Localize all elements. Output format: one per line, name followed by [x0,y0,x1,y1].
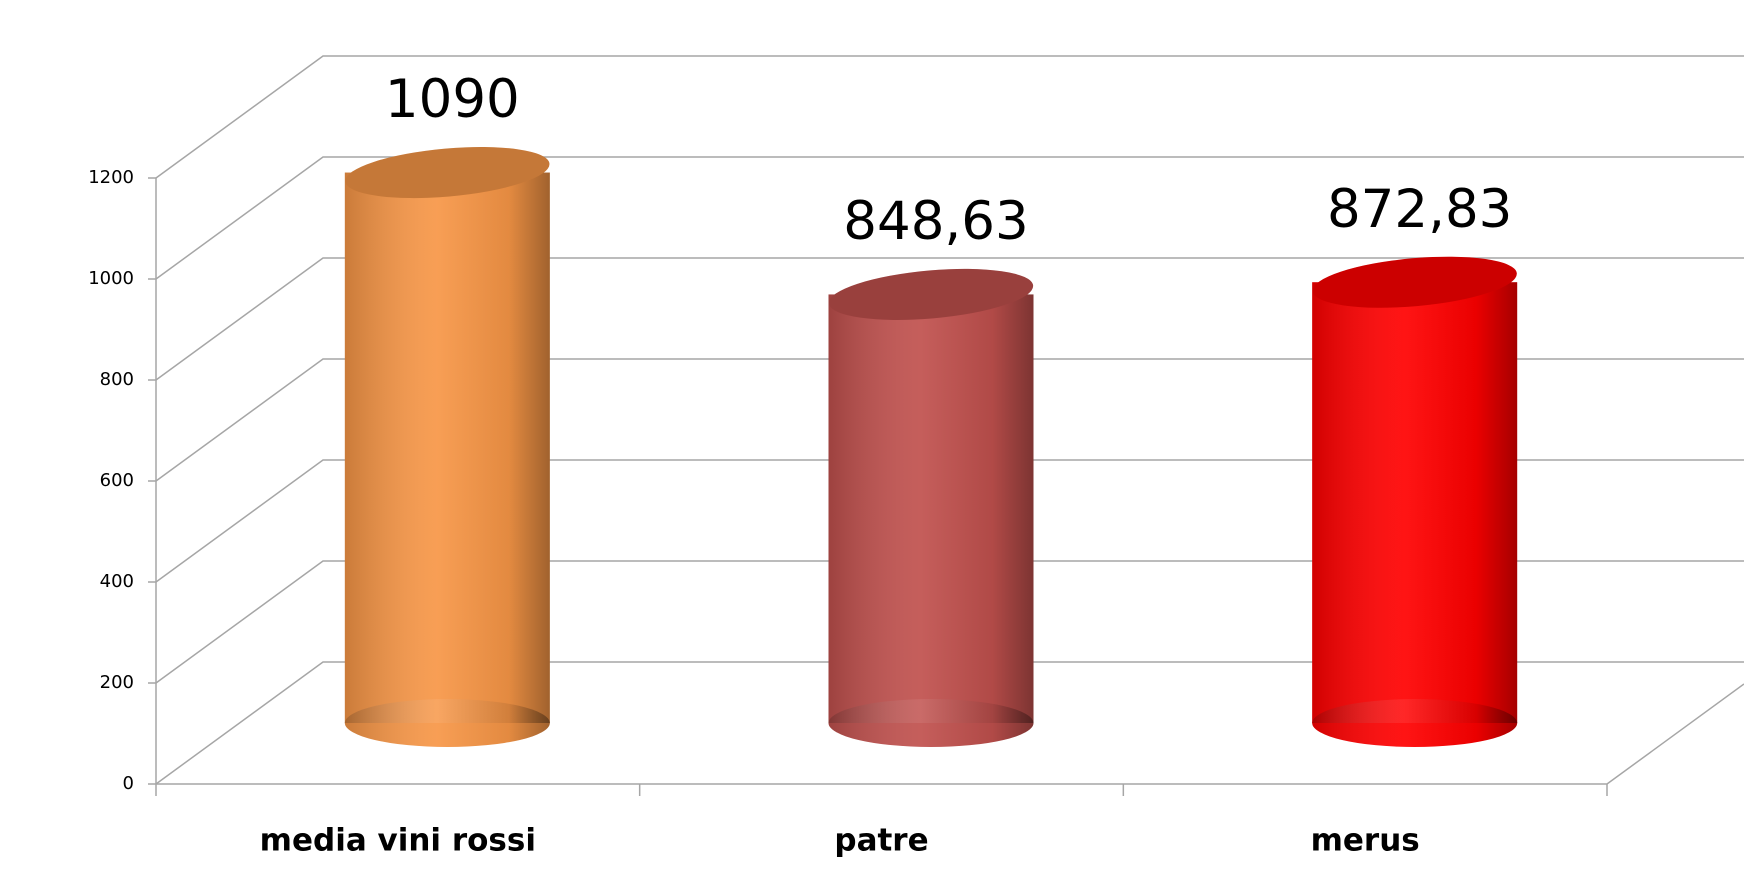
bar-shade [828,294,1034,723]
value-label: 848,63 [843,191,1028,252]
y-tick-label: 1200 [88,167,134,188]
x-tick-label: patre [834,823,928,859]
x-tick-label: media vini rossi [260,823,536,859]
bar-top [1312,256,1517,308]
y-tick-label: 1000 [88,268,134,289]
bar-shade [1312,282,1518,723]
grid-line [155,156,1744,280]
grid-line [155,459,1744,583]
y-tick-label: 0 [123,773,134,794]
bar-top-shade [345,147,550,199]
value-label: 1090 [385,69,520,130]
x-tick-label: merus [1311,823,1420,859]
grid-line [155,358,1744,482]
y-tick-label: 600 [100,470,134,491]
bar-top [828,268,1034,320]
bar-shade [344,172,550,724]
y-tick-label: 200 [100,672,134,693]
value-label: 872,83 [1327,179,1512,240]
y-tick-label: 800 [100,369,134,390]
grid-line [155,661,1744,785]
bar-top [345,147,550,199]
grid-line [155,55,1744,179]
bar-top-shade [828,268,1034,320]
bar-top-shade [1312,256,1517,308]
grid-line [155,257,1744,381]
grid-line [155,560,1744,684]
y-tick-label: 400 [100,571,134,592]
